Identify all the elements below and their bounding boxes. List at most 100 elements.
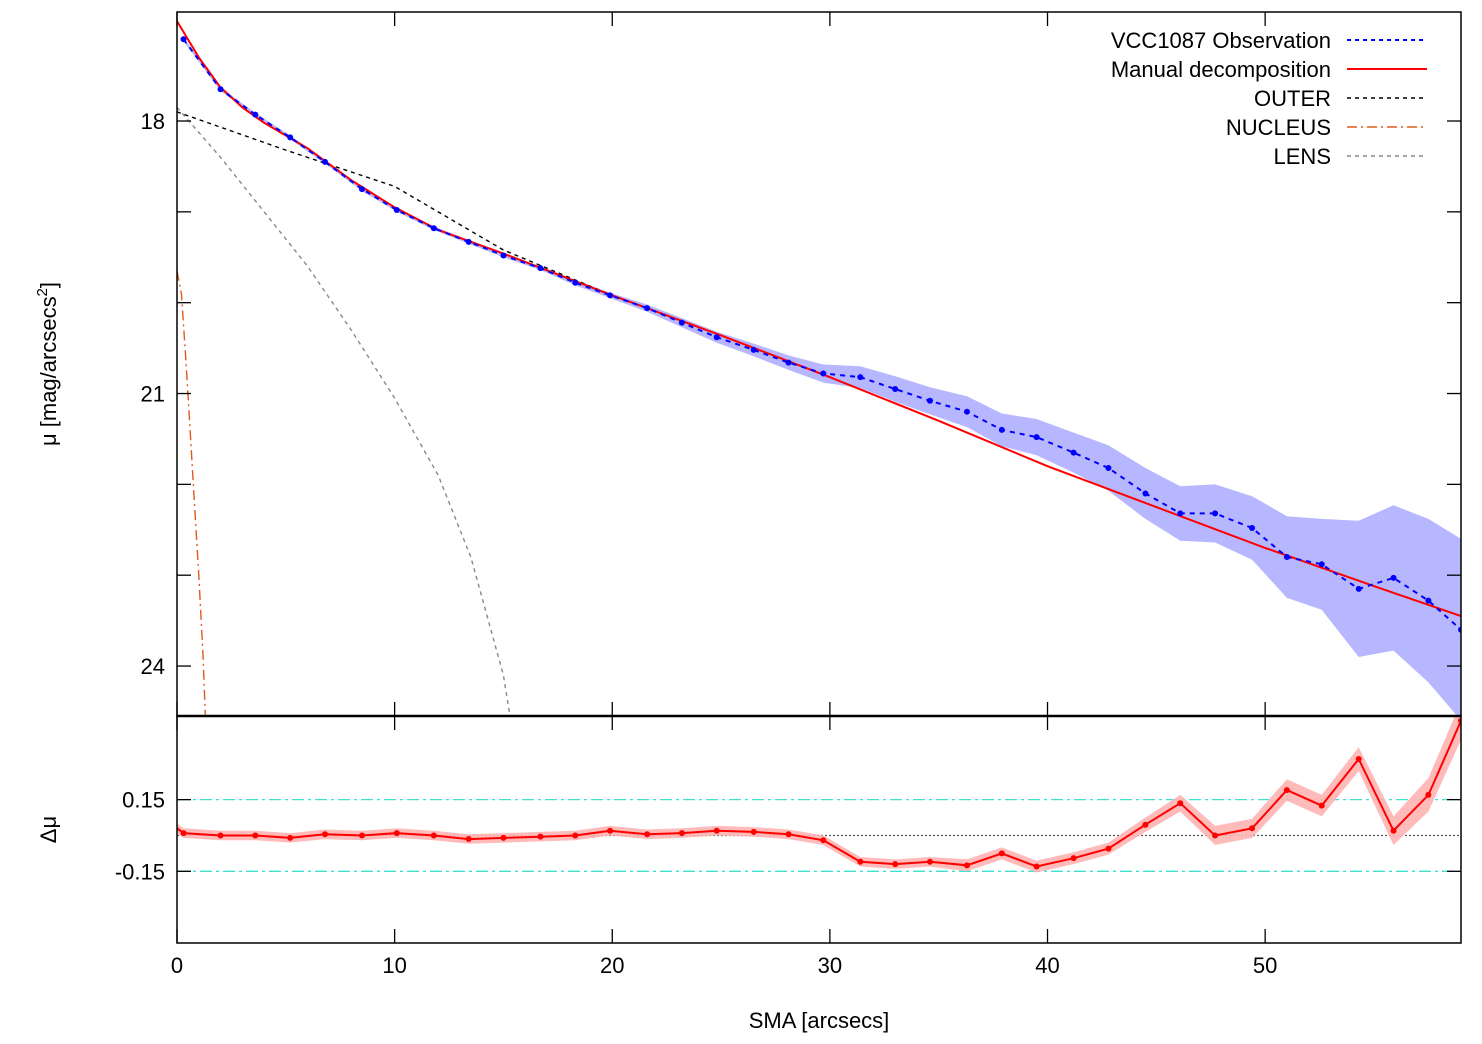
observation-point [857, 374, 864, 381]
axes-layer: 18 21 24 0 10 20 30 40 50 0.15 -0.15 μ [mag/arcsecs… [34, 11, 1462, 1033]
residual-point [1033, 863, 1040, 870]
residual-point [1142, 821, 1149, 828]
observation-point [358, 186, 365, 193]
legend: VCC1087 Observation Manual decomposition O… [1111, 28, 1427, 169]
residual-point [537, 833, 544, 840]
observation-point [537, 265, 544, 272]
observation-point [1283, 554, 1290, 561]
observation-point [963, 408, 970, 415]
x-tick-label: 0 [171, 953, 183, 978]
bottom-plot-frame [176, 715, 1462, 944]
residual-y-tick-label: 0.15 [122, 788, 165, 813]
observation-point [1070, 449, 1077, 456]
observation-point [998, 426, 1005, 433]
residual-point [998, 850, 1005, 857]
observation-point [321, 158, 328, 165]
observation-point [1212, 510, 1219, 517]
residual-point [820, 837, 827, 844]
residual-point [1390, 827, 1397, 834]
x-tick-label: 50 [1253, 953, 1277, 978]
y-axis-title-main: μ [mag/arcsecs [36, 296, 61, 446]
residual-point [1212, 832, 1219, 839]
observation-point [1033, 434, 1040, 441]
residual-point [963, 862, 970, 869]
residual-point [678, 830, 685, 837]
residual-y-tick-label: -0.15 [115, 859, 165, 884]
observation-point [217, 86, 224, 93]
x-tick-label: 30 [818, 953, 842, 978]
observation-point [393, 207, 400, 214]
observation-point [430, 225, 437, 232]
observation-point [1390, 574, 1397, 581]
legend-label: Manual decomposition [1111, 57, 1331, 82]
residual-point [500, 834, 507, 841]
residual-point [180, 830, 187, 837]
residual-point [1177, 800, 1184, 807]
observation-point [607, 292, 614, 299]
x-tick-label: 10 [382, 953, 406, 978]
legend-label: OUTER [1254, 86, 1331, 111]
residual-point [287, 834, 294, 841]
observation-point [1177, 510, 1184, 517]
legend-label: VCC1087 Observation [1111, 28, 1331, 53]
residual-point [465, 836, 472, 843]
legend-label: LENS [1274, 144, 1331, 169]
residual-point [713, 827, 720, 834]
observation-point [678, 319, 685, 326]
residual-point [358, 832, 365, 839]
y-axis-title-suffix: ] [36, 282, 61, 288]
residual-point [607, 827, 614, 834]
residual-line [177, 720, 1461, 868]
observation-point [713, 334, 720, 341]
legend-label: NUCLEUS [1226, 115, 1331, 140]
observation-point [1425, 597, 1432, 604]
residual-point [1355, 756, 1362, 763]
profile-panel [177, 20, 1461, 716]
x-tick-label: 20 [600, 953, 624, 978]
residual-point [1425, 791, 1432, 798]
y-axis-title: μ [mag/arcsecs2] [34, 282, 61, 446]
y-axis-title-superscript: 2 [34, 288, 51, 296]
residual-point [1105, 845, 1112, 852]
residual-point [892, 861, 899, 868]
residual-y-axis-title: Δμ [36, 816, 61, 843]
residual-point [572, 832, 579, 839]
residual-point [393, 830, 400, 837]
observation-point [500, 252, 507, 259]
residual-point [1318, 802, 1325, 809]
observation-point [785, 359, 792, 366]
observation-error-band [183, 37, 1461, 716]
residual-point [1249, 825, 1256, 832]
residual-point [321, 831, 328, 838]
residual-point [857, 858, 864, 865]
observation-point [926, 397, 933, 404]
observation-point [287, 134, 294, 141]
observation-point [644, 305, 651, 312]
residual-error-band [177, 716, 1461, 873]
residual-point [750, 828, 757, 835]
observation-point [1318, 561, 1325, 568]
series-line-lens [177, 106, 511, 716]
residual-point [785, 831, 792, 838]
residual-point [430, 832, 437, 839]
observation-point [180, 36, 187, 43]
y-tick-label: 18 [141, 109, 165, 134]
residual-point [644, 831, 651, 838]
observation-point [1355, 585, 1362, 592]
observation-point [465, 238, 472, 245]
y-tick-label: 24 [141, 654, 165, 679]
residual-point [252, 832, 259, 839]
series-line-nucleus [177, 270, 206, 716]
residual-point [1070, 855, 1077, 862]
residual-panel [177, 716, 1461, 873]
residual-point [217, 832, 224, 839]
x-axis-title: SMA [arcsecs] [749, 1008, 890, 1033]
observation-point [252, 111, 259, 118]
observation-point [892, 385, 899, 392]
observation-point [1249, 524, 1256, 531]
y-tick-label: 21 [141, 382, 165, 407]
observation-point [1105, 465, 1112, 472]
x-tick-label: 40 [1035, 953, 1059, 978]
observation-point [572, 279, 579, 286]
